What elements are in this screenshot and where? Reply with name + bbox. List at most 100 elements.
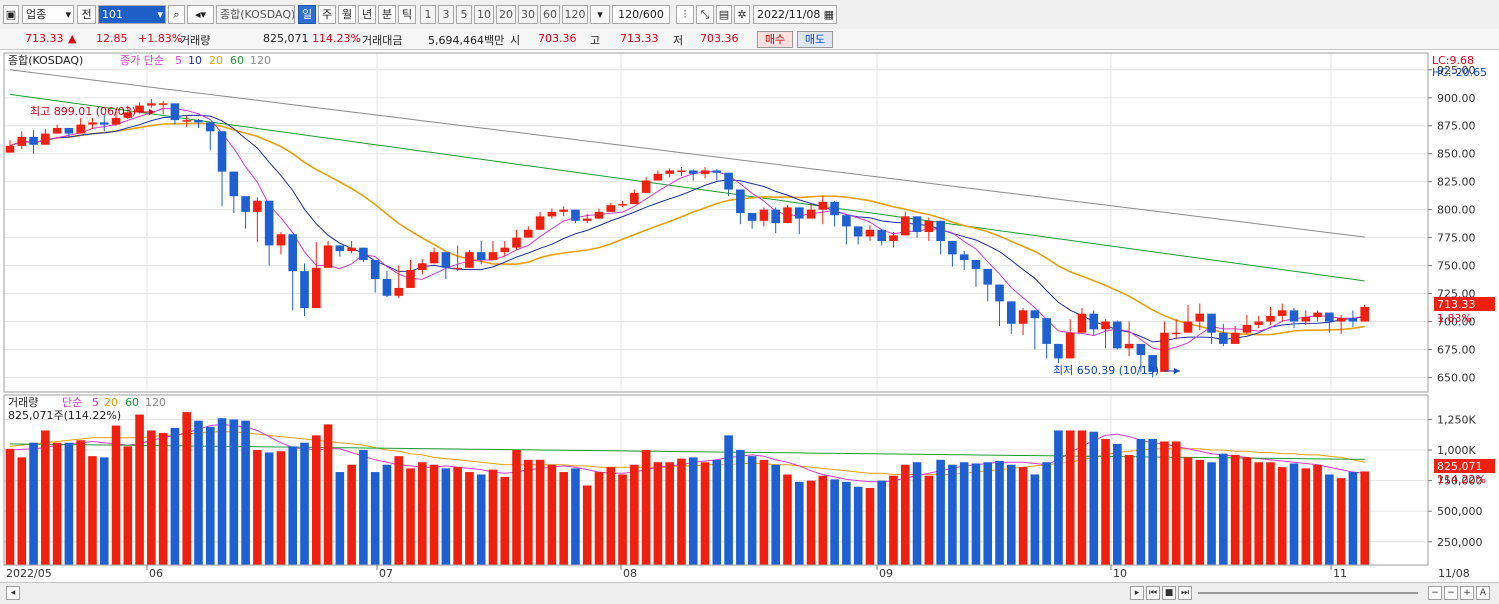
gear-icon[interactable]: ✲ <box>734 5 750 24</box>
period-day[interactable]: 일 <box>298 5 316 24</box>
low-annotation: 최저 650.39 (10/13) <box>1053 364 1159 377</box>
open-label: 시 <box>510 34 521 47</box>
minute-60[interactable]: 60 <box>540 5 560 24</box>
candle-body <box>217 131 227 172</box>
volume-bar <box>453 467 462 565</box>
zoom-minus-icon[interactable]: − <box>1444 586 1458 600</box>
candle-body <box>1089 313 1099 330</box>
save-icon[interactable]: ▤ <box>716 5 732 24</box>
volume-bar <box>618 474 627 565</box>
ma60-line <box>9 93 1365 282</box>
minute-1[interactable]: 1 <box>420 5 436 24</box>
interval-select[interactable]: ▾ <box>590 5 610 24</box>
candle-body <box>1113 321 1122 349</box>
candle-body <box>253 200 262 212</box>
stop-icon[interactable]: ■ <box>1162 586 1176 600</box>
minute-3[interactable]: 3 <box>438 5 454 24</box>
period-week[interactable]: 주 <box>318 5 336 24</box>
volume-bar <box>571 468 580 565</box>
volume-bar <box>912 462 922 565</box>
candle-body <box>488 252 498 260</box>
price-tick-label: 650.00 <box>1437 371 1476 384</box>
minute-10[interactable]: 10 <box>474 5 494 24</box>
chart-area[interactable]: 925.00 900.00 875.00 850.00 825.00 800.00 775.… <box>0 51 1499 582</box>
zoom-out-icon[interactable]: − <box>1428 586 1442 600</box>
market-select[interactable]: 업종 ▾ <box>22 5 74 24</box>
candle-body <box>453 267 462 270</box>
candle-body <box>1171 332 1181 335</box>
volume-tick-label: 250,000 <box>1437 536 1483 549</box>
period-tick[interactable]: 틱 <box>398 5 416 24</box>
trendline-icon[interactable]: ⤡ <box>696 5 714 24</box>
vol-legend-ma20: 20 <box>104 396 118 409</box>
volume-bar <box>1101 439 1110 565</box>
minute-20[interactable]: 20 <box>496 5 516 24</box>
period-year[interactable]: 년 <box>358 5 376 24</box>
vol-legend-ma60: 60 <box>125 396 139 409</box>
code-input[interactable]: 101 ▾ <box>98 5 166 24</box>
quote-bar: 713.33 ▲ 12.85 +1.83% 거래량 825,071 114.23… <box>0 29 1499 50</box>
date-value: 2022/11/08 <box>757 8 821 21</box>
candle-body <box>1254 321 1263 325</box>
range-button[interactable]: 전 <box>77 5 96 24</box>
date-input[interactable]: 2022/11/08 ▦ <box>753 5 837 24</box>
scroll-right-icon[interactable]: ▸ <box>1130 586 1144 600</box>
candle-body <box>123 112 133 118</box>
candle-body <box>135 105 144 113</box>
volume-bar <box>1030 474 1040 565</box>
candle-body <box>830 201 839 216</box>
volume-current-pct: 114.22% <box>1437 473 1486 486</box>
vol-legend-ma5: 5 <box>92 396 99 409</box>
scroll-left-icon[interactable]: ◂ <box>6 586 20 600</box>
volume-bar <box>688 457 698 565</box>
volume-bar <box>771 464 780 565</box>
volume-tick-label: 500,000 <box>1437 505 1483 518</box>
minute-30[interactable]: 30 <box>518 5 538 24</box>
minute-5[interactable]: 5 <box>456 5 472 24</box>
price-current-value: 713.33 <box>1437 298 1476 311</box>
volume-bar <box>476 474 486 565</box>
candle-body <box>1336 318 1346 322</box>
candle-body <box>111 117 121 125</box>
search-icon[interactable]: ⌕ <box>168 5 185 24</box>
auto-scale-icon[interactable]: A <box>1476 586 1490 600</box>
volume-bar <box>1148 439 1157 565</box>
candle-body <box>1313 312 1322 318</box>
candle-body <box>182 120 191 122</box>
volume-bar <box>264 452 274 565</box>
volume-y-axis: 1,250K 1,000K 750,000 500,000 250,000 <box>1428 413 1483 549</box>
candle-body <box>889 235 898 241</box>
count-input[interactable]: 120/600 <box>612 5 670 24</box>
candle-body <box>653 173 663 181</box>
volume-bar <box>865 487 875 565</box>
date-tick-label: 07 <box>379 567 393 580</box>
volume-bar <box>500 476 510 565</box>
period-month[interactable]: 월 <box>338 5 356 24</box>
period-minute[interactable]: 분 <box>378 5 396 24</box>
chart-menu-icon[interactable]: ▣ <box>3 5 19 24</box>
volume-bar <box>1289 463 1299 565</box>
zoom-plus-icon[interactable]: + <box>1460 586 1474 600</box>
indicator-icon[interactable]: ⫶ <box>676 5 694 24</box>
candle-body <box>641 180 651 193</box>
last-page-icon[interactable]: ⏭ <box>1178 586 1192 600</box>
volume-bar <box>182 412 191 565</box>
calendar-icon: ▦ <box>823 8 834 21</box>
sell-button[interactable]: 매도 <box>797 31 833 48</box>
minute-120[interactable]: 120 <box>562 5 588 24</box>
buy-button[interactable]: 매수 <box>757 31 793 48</box>
candle-body <box>170 103 180 121</box>
volume-bar <box>1065 430 1075 565</box>
volume-bar <box>653 462 663 565</box>
chevron-down-icon: ▾ <box>65 8 71 21</box>
zoom-slider[interactable] <box>1198 592 1418 594</box>
candle-body <box>1195 313 1205 322</box>
volume-bar <box>1313 464 1322 565</box>
candle-body <box>559 209 568 212</box>
sound-icon[interactable]: ◂▾ <box>187 5 214 24</box>
candle-body <box>665 170 674 174</box>
volume-bar <box>677 458 686 565</box>
bottom-scrollbar[interactable]: ◂ ▸ ⏮ ■ ⏭ − − + A <box>0 582 1499 604</box>
date-axis: 2022/05 06 07 08 09 10 11 11/08 <box>6 565 1470 580</box>
first-page-icon[interactable]: ⏮ <box>1146 586 1160 600</box>
